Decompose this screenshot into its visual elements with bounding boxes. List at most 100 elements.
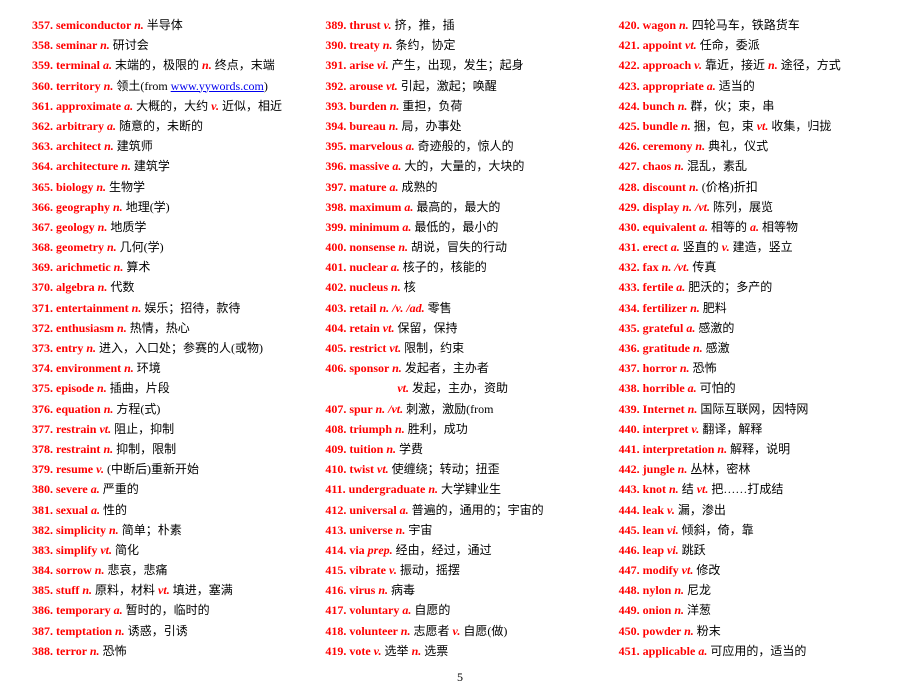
vocab-entry: 437. horror n. 恐怖 — [619, 359, 888, 378]
entry-pos: v. — [96, 462, 104, 476]
entry-definition: 适当的 — [716, 79, 755, 93]
entry-number: 382. — [32, 523, 56, 537]
vocab-entry: 371. entertainment n. 娱乐；招待，款待 — [32, 299, 301, 318]
vocab-entry: 443. knot n. 结 vt. 把……打成结 — [619, 480, 888, 499]
entry-pos: a. — [406, 139, 415, 153]
vocab-entry: 387. temptation n. 诱惑，引诱 — [32, 622, 301, 641]
entry-pos: n. — [669, 482, 679, 496]
vocab-entry: 368. geometry n. 几何(学) — [32, 238, 301, 257]
entry-definition: 地理(学) — [123, 200, 170, 214]
entry-word: erect — [643, 240, 671, 254]
vocab-entry: 433. fertile a. 肥沃的；多产的 — [619, 278, 888, 297]
vocab-entry: 392. arouse vt. 引起，激起；唤醒 — [325, 77, 594, 96]
vocab-entry: 423. appropriate a. 适当的 — [619, 77, 888, 96]
entry-definition: 热情，热心 — [127, 321, 190, 335]
entry-word: semiconductor — [56, 18, 134, 32]
entry-number: 368. — [32, 240, 56, 254]
vocab-entry: 442. jungle n. 丛林，密林 — [619, 460, 888, 479]
entry-pos: a. — [676, 280, 685, 294]
entry-word: retail — [349, 301, 379, 315]
entry-definition: 志愿者 — [410, 624, 452, 638]
entry-pos: n. — [86, 341, 96, 355]
entry-word: modify — [643, 563, 682, 577]
entry-word: knot — [643, 482, 669, 496]
entry-pos: n. — [678, 462, 688, 476]
entry-number: 412. — [325, 503, 349, 517]
entry-definition: 生物学 — [106, 180, 145, 194]
entry-number: 429. — [619, 200, 643, 214]
vocab-entry: 364. architecture n. 建筑学 — [32, 157, 301, 176]
entry-definition: 修改 — [693, 563, 720, 577]
entry-word: via — [349, 543, 367, 557]
entry-number: 373. — [32, 341, 56, 355]
vocab-entry: 400. nonsense n. 胡说，冒失的行动 — [325, 238, 594, 257]
vocab-entry: 418. volunteer n. 志愿者 v. 自愿(做) — [325, 622, 594, 641]
entry-word: arouse — [349, 79, 386, 93]
entry-definition: 条约，协定 — [392, 38, 455, 52]
entry-word: equation — [56, 402, 104, 416]
vocab-entry: 367. geology n. 地质学 — [32, 218, 301, 237]
entry-definition: 相等的 — [708, 220, 750, 234]
entry-definition: 四轮马车，铁路货车 — [689, 18, 800, 32]
entry-number: 404. — [325, 321, 349, 335]
entry-word: restrain — [56, 422, 99, 436]
entry-pos: n. — [104, 402, 114, 416]
vocab-entry: 384. sorrow n. 悲哀，悲痛 — [32, 561, 301, 580]
entry-word: bundle — [643, 119, 681, 133]
entry-word: thrust — [349, 18, 383, 32]
entry-definition: 领土 — [113, 79, 140, 93]
entry-word: maximum — [349, 200, 404, 214]
entry-word: geography — [56, 200, 113, 214]
entry-pos: n. — [113, 200, 123, 214]
entry-pos: n. /vt. — [375, 402, 403, 416]
entry-word: interpretation — [643, 442, 718, 456]
entry-definition: 建筑师 — [114, 139, 153, 153]
entry-word: episode — [56, 381, 97, 395]
vocab-entry: 439. Internet n. 国际互联网，因特网 — [619, 400, 888, 419]
entry-definition: 算术 — [123, 260, 150, 274]
entry-word: geometry — [56, 240, 107, 254]
vocab-entry: 451. applicable a. 可应用的，适当的 — [619, 642, 888, 661]
vocab-entry: 449. onion n. 洋葱 — [619, 601, 888, 620]
entry-pos: vt. — [386, 79, 398, 93]
entry-definition: 竖直的 — [680, 240, 722, 254]
entry-pos: n. — [103, 442, 113, 456]
entry-pos: n. — [104, 79, 114, 93]
entry-definition: 几何(学) — [117, 240, 164, 254]
entry-definition: 引起，激起；唤醒 — [398, 79, 497, 93]
source-link[interactable]: www.yywords.com — [171, 79, 264, 93]
entry-word: severe — [56, 482, 91, 496]
vocab-entry: 395. marvelous a. 奇迹般的，惊人的 — [325, 137, 594, 156]
entry-number: 366. — [32, 200, 56, 214]
entry-pos: a. — [124, 99, 133, 113]
entry-pos: n. — [378, 583, 388, 597]
entry-definition: 胡说，冒失的行动 — [408, 240, 507, 254]
entry-pos: vt. — [383, 321, 395, 335]
entry-definition: 混乱，素乱 — [684, 159, 747, 173]
entry-definition: 成熟的 — [398, 180, 437, 194]
vocab-entry: 374. environment n. 环境 — [32, 359, 301, 378]
vocab-entry: 424. bunch n. 群，伙；束，串 — [619, 97, 888, 116]
vocab-entry: 447. modify vt. 修改 — [619, 561, 888, 580]
entry-pos: n. — [678, 99, 688, 113]
vocab-entry: 448. nylon n. 尼龙 — [619, 581, 888, 600]
entry-word: undergraduate — [349, 482, 429, 496]
entry-pos: vt. — [397, 381, 409, 395]
entry-definition: 严重的 — [100, 482, 139, 496]
entry-word: chaos — [643, 159, 675, 173]
entry-number: 433. — [619, 280, 643, 294]
vocab-entry: 426. ceremony n. 典礼，仪式 — [619, 137, 888, 156]
entry-definition: 抑制，限制 — [113, 442, 176, 456]
entry-pos: v. — [211, 99, 219, 113]
entry-number: 439. — [619, 402, 643, 416]
entry-number: 406. — [325, 361, 349, 375]
entry-definition: 阻止，抑制 — [111, 422, 174, 436]
entry-word: voluntary — [349, 603, 402, 617]
entry-word: vibrate — [349, 563, 389, 577]
entry-word: treaty — [349, 38, 382, 52]
entry-pos: a. — [707, 79, 716, 93]
entry-pos: a. — [686, 321, 695, 335]
entry-definition: 宇宙 — [405, 523, 432, 537]
entry-word: sexual — [56, 503, 91, 517]
entry-number: 394. — [325, 119, 349, 133]
